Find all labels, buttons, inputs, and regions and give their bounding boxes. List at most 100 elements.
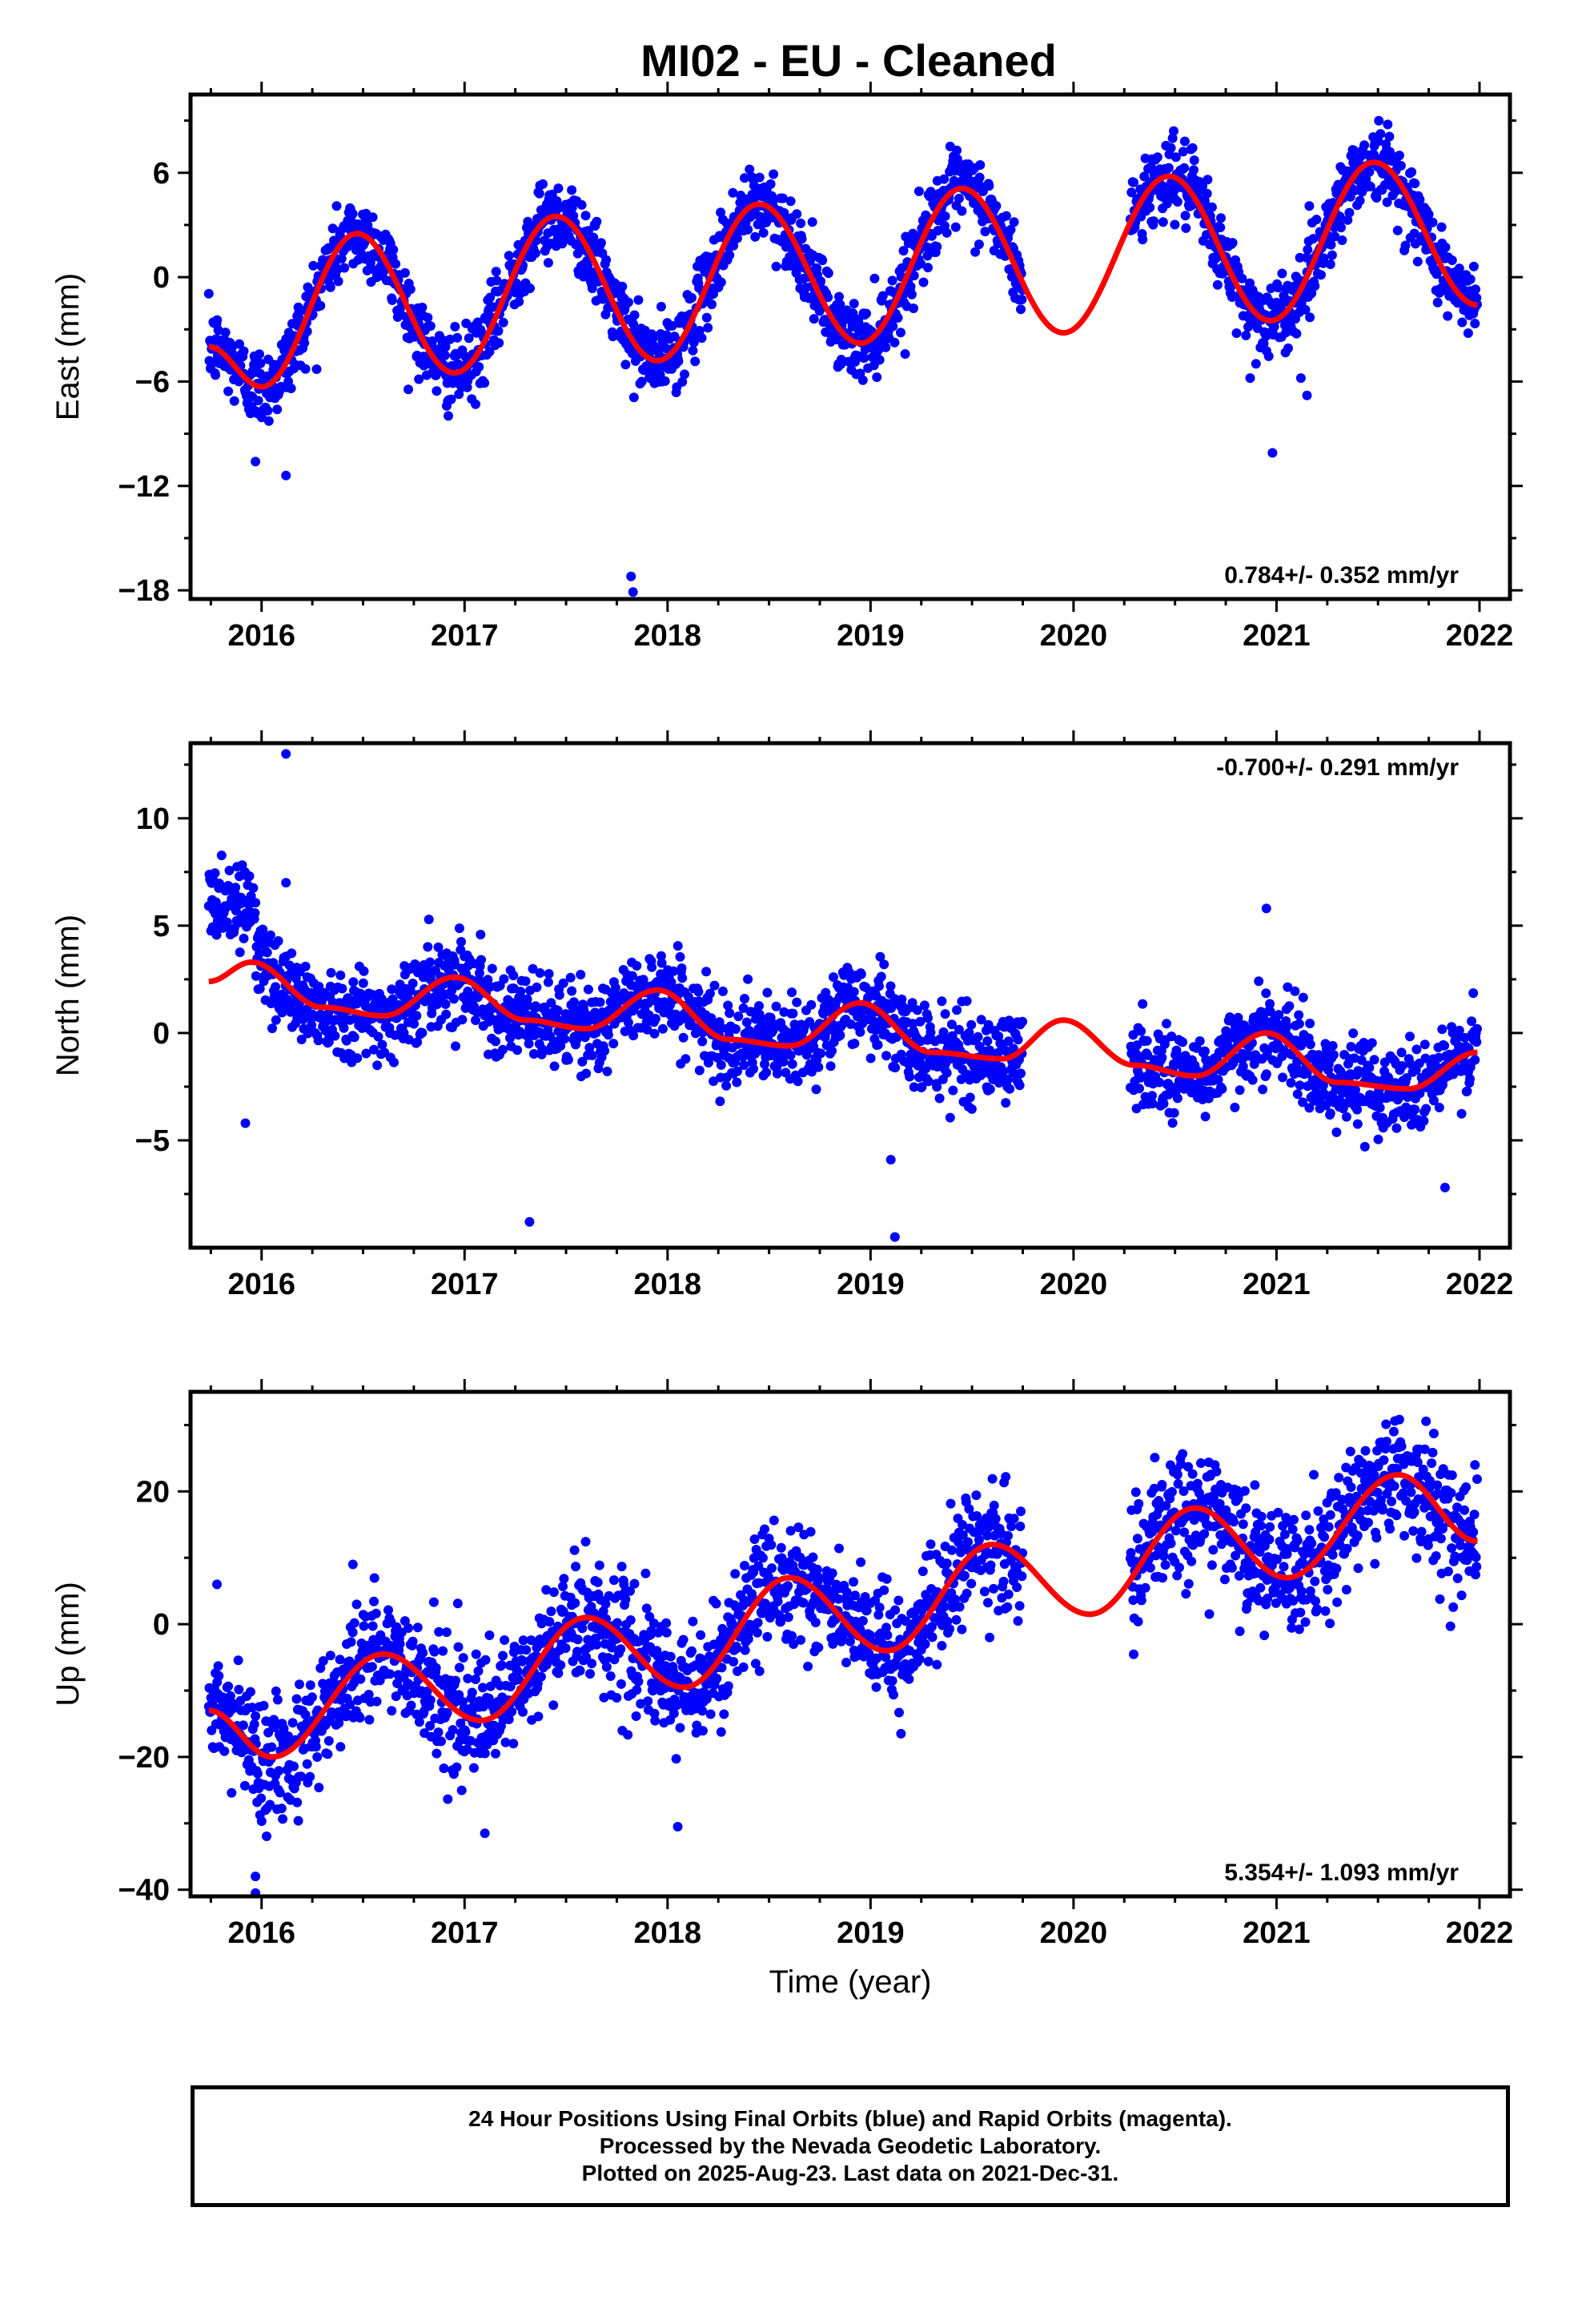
data-point	[1290, 986, 1300, 996]
data-point	[271, 982, 281, 992]
data-point	[1465, 1074, 1475, 1084]
data-point	[610, 983, 620, 993]
data-point	[921, 1063, 931, 1074]
data-point	[412, 1622, 423, 1633]
data-point	[1419, 1116, 1429, 1126]
data-point	[1003, 1074, 1013, 1084]
data-point	[687, 292, 697, 303]
data-point	[1216, 213, 1226, 223]
data-point	[514, 296, 524, 307]
data-point	[813, 1062, 824, 1072]
data-point	[889, 337, 900, 348]
data-point	[675, 951, 685, 962]
data-point	[212, 315, 223, 325]
data-point	[409, 1019, 419, 1029]
data-point	[300, 1710, 311, 1720]
data-point	[227, 1787, 237, 1798]
data-point	[890, 1063, 901, 1073]
data-point	[779, 1007, 789, 1017]
data-point	[1258, 1084, 1268, 1095]
data-point	[289, 1761, 299, 1771]
data-point	[1383, 119, 1393, 130]
data-point	[952, 1005, 962, 1015]
data-point	[793, 1076, 803, 1087]
data-point	[512, 1045, 523, 1055]
data-point	[697, 1036, 708, 1047]
data-point	[1169, 126, 1178, 136]
data-point	[568, 997, 579, 1007]
data-point	[444, 411, 453, 421]
data-point	[836, 355, 846, 364]
data-point	[656, 301, 666, 312]
data-point	[1349, 1053, 1359, 1063]
data-point	[552, 1005, 563, 1015]
data-point	[246, 891, 256, 901]
outlier-point	[1261, 903, 1271, 914]
data-point	[498, 1651, 508, 1661]
data-point	[678, 1032, 689, 1043]
data-point	[410, 959, 420, 969]
data-point	[480, 378, 490, 388]
data-point	[445, 334, 456, 344]
outlier-point	[281, 470, 291, 480]
data-point	[940, 1009, 950, 1019]
data-point	[1241, 330, 1251, 340]
data-point	[1468, 988, 1479, 999]
data-point	[1018, 1016, 1028, 1027]
data-point	[982, 1036, 993, 1046]
data-point	[1254, 976, 1264, 987]
data-point	[1307, 288, 1317, 299]
data-point	[697, 333, 707, 344]
data-point	[399, 1027, 409, 1038]
data-point	[1001, 1098, 1011, 1108]
data-point	[1171, 1045, 1182, 1055]
data-point	[1273, 283, 1283, 293]
data-point	[476, 955, 486, 965]
data-point	[423, 942, 433, 952]
outlier-point	[1245, 373, 1255, 384]
x-tick-label: 2022	[1446, 1268, 1514, 1301]
data-point	[733, 1011, 744, 1022]
data-point	[1331, 1127, 1342, 1137]
data-point	[656, 951, 666, 961]
data-point	[315, 1663, 326, 1673]
data-point	[583, 226, 593, 236]
y-tick-label: −12	[118, 470, 170, 504]
data-point	[533, 1711, 544, 1722]
data-point	[363, 220, 373, 231]
data-point	[1013, 1035, 1023, 1045]
data-point	[302, 1759, 312, 1769]
data-point	[278, 1814, 288, 1824]
data-point	[488, 302, 498, 312]
data-point	[1437, 1024, 1447, 1035]
x-tick-label: 2017	[431, 619, 499, 653]
data-point	[251, 898, 261, 908]
data-point	[937, 996, 947, 1007]
data-point	[491, 267, 501, 277]
data-point	[371, 1696, 382, 1707]
data-point	[978, 187, 988, 196]
data-point	[741, 1017, 752, 1027]
data-point	[1189, 165, 1199, 175]
data-point	[263, 416, 274, 426]
data-point	[1001, 211, 1011, 221]
data-point	[235, 947, 245, 958]
data-point	[701, 967, 712, 977]
data-point	[1410, 179, 1420, 189]
data-point	[458, 1653, 468, 1663]
data-point	[1365, 181, 1375, 191]
data-point	[732, 1077, 742, 1088]
data-point	[369, 1573, 379, 1583]
data-point	[355, 1674, 366, 1684]
data-point	[1310, 281, 1320, 292]
data-point	[807, 217, 817, 227]
data-point	[973, 1031, 983, 1042]
data-point	[723, 1000, 733, 1011]
data-point	[323, 1008, 334, 1019]
data-point	[1263, 351, 1274, 361]
data-point	[792, 209, 802, 219]
data-point	[231, 883, 241, 893]
data-point	[452, 332, 463, 343]
data-point	[500, 1737, 511, 1747]
data-point	[1373, 1134, 1383, 1144]
